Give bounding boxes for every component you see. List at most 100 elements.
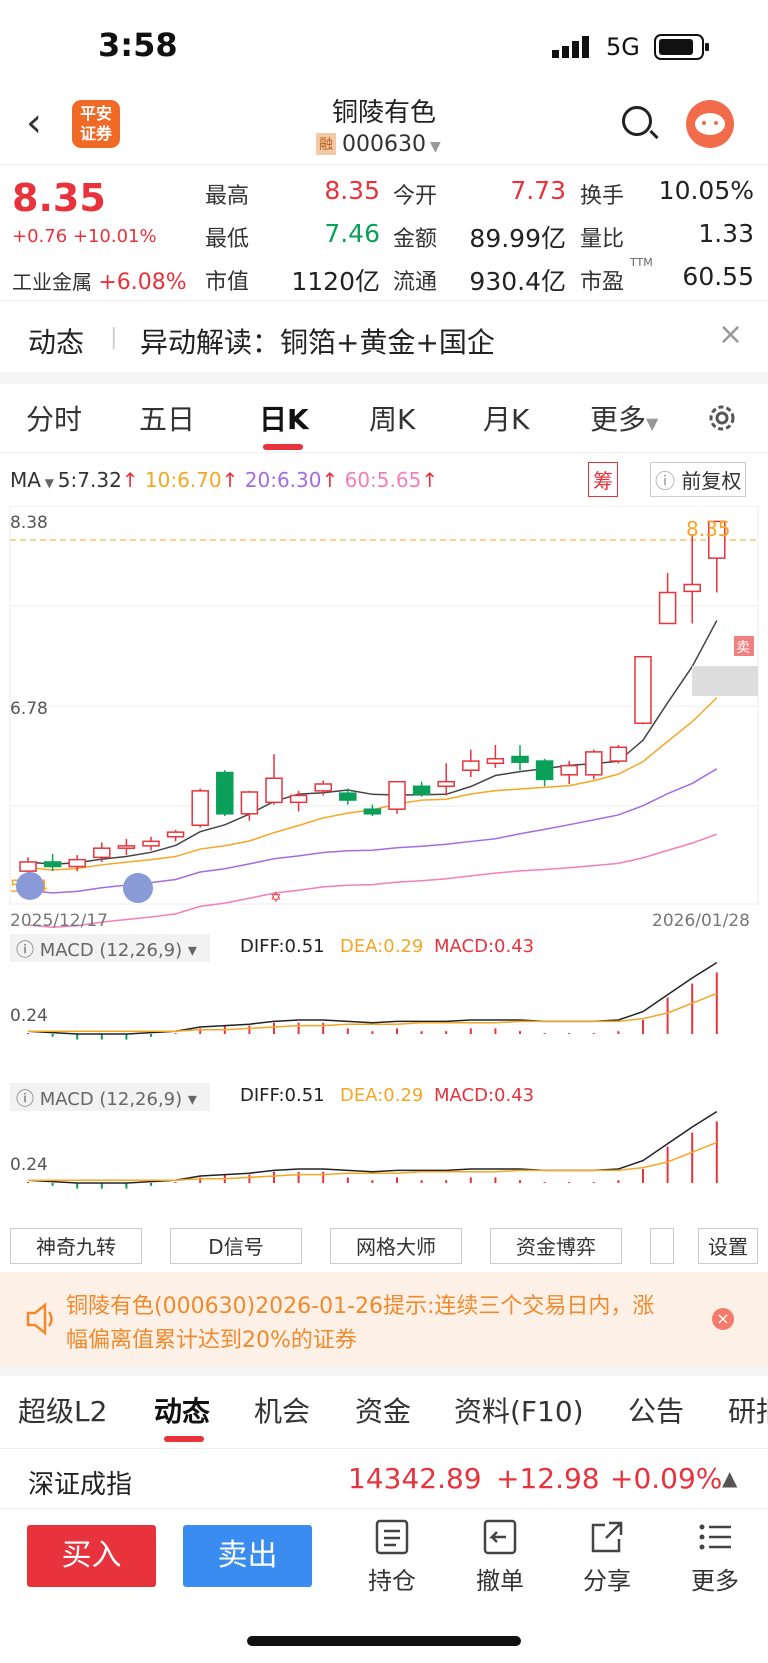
diff-value-2: DIFF:0.51 <box>240 1085 325 1106</box>
candle <box>683 583 701 593</box>
action-bar: 买入 卖出 持仓 撤单 分享 更多 <box>0 1508 768 1663</box>
tool-d-signal[interactable]: D信号 <box>170 1228 302 1264</box>
tool-fund-game[interactable]: 资金博弈 <box>490 1228 622 1264</box>
dea-line <box>28 992 718 1032</box>
stock-code: 000630 <box>342 132 426 157</box>
info-icon: ⓘ <box>655 469 682 493</box>
close-icon[interactable]: × <box>718 317 744 352</box>
candle <box>634 655 652 724</box>
quote-label: 金额 <box>393 227 438 252</box>
document-icon <box>375 1519 409 1555</box>
candle <box>585 751 603 776</box>
index-ticker[interactable]: 深证成指 14342.89 +12.98 +0.09% ▲ <box>0 1452 768 1508</box>
quote-label: 今开 <box>393 184 438 209</box>
tab-opportunity[interactable]: 机会 <box>254 1395 311 1428</box>
index-value: 14342.89 <box>348 1462 482 1495</box>
quote-value: 1.33 <box>698 219 754 248</box>
index-pct: +0.09% <box>610 1462 723 1495</box>
tab-funds[interactable]: 资金 <box>355 1395 412 1428</box>
cancel-order-button[interactable]: 撤单 <box>460 1519 540 1596</box>
tool-nine-turn[interactable]: 神奇九转 <box>10 1228 142 1264</box>
macd-selector-2[interactable] <box>10 1083 210 1111</box>
tab-f10[interactable]: 资料(F10) <box>454 1395 584 1428</box>
price-change: +0.76 +10.01% <box>12 226 157 247</box>
ma-line <box>27 833 718 929</box>
dropdown-icon: ▼ <box>429 139 441 155</box>
undo-icon <box>483 1519 517 1555</box>
quote-value: 8.35 <box>324 176 380 205</box>
separator <box>0 372 768 384</box>
macd-axis-1: 0.24 <box>10 1006 48 1026</box>
risk-alert[interactable]: 铜陵有色(000630)2026-01-26提示:连续三个交易日内，涨 幅偏离值… <box>0 1272 768 1366</box>
news-banner[interactable]: 动态 | 异动解读：铜箔+黄金+国企 × <box>0 300 768 373</box>
assistant-avatar[interactable] <box>686 100 734 148</box>
speaker-icon <box>26 1302 53 1336</box>
more-label: 更多 <box>691 1567 739 1595</box>
separator <box>0 1366 768 1376</box>
quote-label: 市盈 <box>580 270 625 295</box>
y-high-label: 8.38 <box>10 513 48 533</box>
tab-announcements[interactable]: 公告 <box>628 1395 685 1428</box>
candle <box>511 755 529 763</box>
alert-line-1: 铜陵有色(000630)2026-01-26提示:连续三个交易日内，涨 <box>66 1294 655 1319</box>
tool-partial[interactable] <box>650 1228 674 1264</box>
tab-five-day[interactable]: 五日 <box>139 403 196 436</box>
kline-chart[interactable]: 卖 8.38 6.78 5.24 8.35 2025/12/17 2026/01… <box>0 506 768 936</box>
macd-chart-2 <box>27 1111 718 1189</box>
menu-icon <box>699 1524 731 1550</box>
candle <box>560 764 578 776</box>
quote-value: 1120亿 <box>291 267 380 296</box>
chat-bubble-icon <box>695 113 725 135</box>
tab-news[interactable]: 动态 <box>154 1395 211 1428</box>
tab-minute[interactable]: 分时 <box>26 403 83 436</box>
news-tag: 动态 <box>28 326 85 359</box>
candle <box>437 780 455 788</box>
tool-grid-master[interactable]: 网格大师 <box>330 1228 462 1264</box>
back-icon[interactable]: ‹ <box>26 100 42 146</box>
candle <box>486 758 505 765</box>
tab-more[interactable]: 更多▼ <box>590 403 659 436</box>
sell-mark: 卖 <box>736 640 750 656</box>
tab-monthly-k[interactable]: 月K <box>483 403 530 436</box>
active-tab-indicator <box>164 1436 204 1442</box>
alert-line-2: 幅偏离值累计达到20%的证券 <box>66 1328 357 1353</box>
candle <box>19 861 37 872</box>
tab-research[interactable]: 研报 <box>728 1395 768 1428</box>
expand-icon <box>123 873 153 903</box>
sell-button[interactable]: 卖出 <box>183 1525 312 1587</box>
ma-line <box>27 768 718 894</box>
quote-panel <box>0 164 768 301</box>
tab-super-l2[interactable]: 超级L2 <box>18 1395 108 1428</box>
tool-settings[interactable]: 设置 <box>698 1228 758 1264</box>
diff-line <box>27 962 718 1035</box>
ttm-label: TTM <box>630 256 653 269</box>
current-price: 8.35 <box>12 176 106 220</box>
close-alert-icon[interactable]: × <box>712 1308 734 1330</box>
holdings-label: 持仓 <box>368 1567 416 1595</box>
network-label: 5G <box>606 33 640 61</box>
buy-button[interactable]: 买入 <box>27 1525 156 1587</box>
expand-up-icon[interactable]: ▲ <box>722 1466 738 1490</box>
divider: | <box>110 325 118 350</box>
macd-axis-2: 0.24 <box>10 1155 48 1175</box>
ma-line <box>27 620 718 865</box>
chip-button[interactable]: 筹 <box>588 462 618 497</box>
more-button[interactable]: 更多 <box>675 1519 755 1596</box>
quote-value: 7.46 <box>324 219 380 248</box>
candle <box>216 771 234 815</box>
share-button[interactable]: 分享 <box>567 1519 647 1596</box>
battery-icon <box>654 34 709 60</box>
search-icon[interactable] <box>622 106 652 136</box>
adjust-selector[interactable]: ⓘ 前复权 <box>650 462 747 497</box>
sell-zone <box>692 666 758 696</box>
quote-value: 930.4亿 <box>469 267 566 296</box>
stock-code-selector[interactable]: 融 000630 ▼ <box>316 132 441 157</box>
settings-gear-icon[interactable] <box>706 402 738 434</box>
tab-daily-k[interactable]: 日K <box>259 403 309 436</box>
industry-row[interactable]: 工业金属 +6.08% <box>12 270 187 295</box>
macd-selector-1[interactable] <box>10 934 210 962</box>
cancel-label: 撤单 <box>476 1567 524 1595</box>
tab-weekly-k[interactable]: 周K <box>369 403 416 436</box>
holdings-button[interactable]: 持仓 <box>352 1519 432 1596</box>
macd-value-1: MACD:0.43 <box>434 936 535 957</box>
